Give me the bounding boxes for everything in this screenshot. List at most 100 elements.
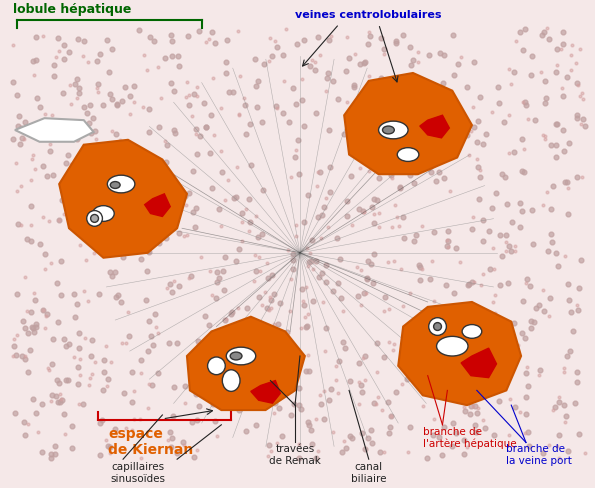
Point bbox=[60, 180, 70, 187]
Point bbox=[341, 67, 350, 75]
Point bbox=[552, 141, 561, 149]
Point bbox=[578, 115, 588, 123]
Point bbox=[559, 28, 568, 36]
Point bbox=[33, 428, 42, 436]
Point bbox=[502, 247, 511, 255]
Point bbox=[167, 434, 177, 442]
Point bbox=[178, 438, 188, 446]
Point bbox=[218, 382, 228, 389]
Point bbox=[572, 79, 582, 87]
Point bbox=[322, 74, 332, 81]
Point bbox=[412, 318, 422, 325]
Point bbox=[520, 428, 530, 436]
Point bbox=[572, 301, 582, 309]
Circle shape bbox=[428, 318, 446, 335]
Point bbox=[440, 51, 449, 59]
Point bbox=[142, 211, 151, 219]
Point bbox=[161, 235, 171, 243]
Point bbox=[321, 278, 330, 286]
Point bbox=[302, 322, 312, 330]
Point bbox=[325, 188, 335, 196]
Point bbox=[65, 81, 74, 89]
Point bbox=[166, 80, 176, 87]
Point bbox=[390, 201, 400, 208]
Point bbox=[73, 135, 82, 143]
Point bbox=[449, 31, 458, 39]
Point bbox=[136, 455, 146, 463]
Point bbox=[140, 51, 149, 59]
Point bbox=[369, 210, 379, 218]
Point bbox=[338, 338, 347, 346]
Point bbox=[107, 95, 117, 103]
Point bbox=[20, 431, 29, 439]
Point bbox=[430, 228, 439, 236]
Point bbox=[367, 439, 377, 447]
Polygon shape bbox=[398, 302, 521, 405]
Point bbox=[538, 131, 548, 139]
Point bbox=[436, 49, 445, 57]
Point bbox=[208, 291, 217, 299]
Point bbox=[315, 168, 325, 176]
Point bbox=[298, 297, 308, 305]
Point bbox=[92, 226, 101, 234]
Point bbox=[120, 389, 129, 397]
Point bbox=[346, 172, 356, 180]
Point bbox=[57, 196, 67, 204]
Point bbox=[403, 139, 412, 146]
Point bbox=[486, 265, 495, 273]
Point bbox=[411, 231, 421, 239]
Point bbox=[43, 310, 52, 318]
Point bbox=[110, 174, 120, 182]
Point bbox=[64, 118, 73, 126]
Point bbox=[552, 120, 561, 128]
Point bbox=[49, 61, 58, 69]
Point bbox=[449, 289, 459, 297]
Point bbox=[137, 218, 146, 225]
Point bbox=[170, 383, 179, 390]
Point bbox=[302, 244, 311, 252]
Point bbox=[48, 171, 58, 179]
Point bbox=[314, 213, 323, 221]
Point bbox=[396, 265, 406, 273]
Point bbox=[554, 399, 563, 407]
Point bbox=[540, 132, 550, 140]
Point bbox=[447, 305, 457, 312]
Point bbox=[455, 337, 465, 345]
Point bbox=[298, 285, 307, 293]
Point bbox=[475, 305, 485, 313]
Point bbox=[475, 173, 485, 181]
Point bbox=[163, 189, 173, 197]
Text: capillaires
sinusoïdes: capillaires sinusoïdes bbox=[110, 462, 165, 484]
Point bbox=[82, 256, 91, 264]
Point bbox=[165, 280, 175, 288]
Ellipse shape bbox=[462, 325, 482, 338]
Point bbox=[527, 52, 537, 60]
Point bbox=[324, 69, 333, 77]
Point bbox=[268, 271, 277, 279]
Point bbox=[64, 203, 73, 211]
Point bbox=[473, 163, 483, 171]
Point bbox=[506, 80, 515, 88]
Point bbox=[161, 138, 170, 145]
Circle shape bbox=[87, 210, 102, 226]
Point bbox=[398, 302, 408, 310]
Point bbox=[351, 118, 361, 126]
Point bbox=[410, 336, 419, 344]
Point bbox=[364, 434, 373, 442]
Point bbox=[343, 33, 352, 41]
Point bbox=[74, 344, 84, 352]
Point bbox=[129, 387, 139, 395]
Point bbox=[277, 432, 286, 440]
Point bbox=[368, 279, 378, 287]
Point bbox=[537, 31, 546, 39]
Polygon shape bbox=[344, 73, 472, 174]
Point bbox=[425, 310, 435, 318]
Point bbox=[516, 200, 525, 207]
Point bbox=[120, 83, 130, 91]
Point bbox=[316, 400, 325, 408]
Point bbox=[387, 171, 396, 179]
Point bbox=[305, 249, 314, 257]
Point bbox=[359, 208, 368, 216]
Point bbox=[317, 269, 327, 277]
Point bbox=[389, 346, 398, 354]
